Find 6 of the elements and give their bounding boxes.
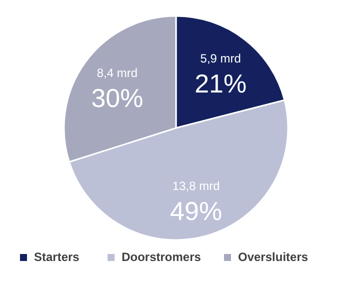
legend-label: Oversluiters xyxy=(238,250,308,264)
legend-label: Doorstromers xyxy=(122,250,202,264)
data-label: 13,8 mrd 49% xyxy=(170,178,222,226)
legend-label: Starters xyxy=(34,250,80,264)
data-label: 5,9 mrd 21% xyxy=(194,51,247,98)
data-label: 8,4 mrd 30% xyxy=(91,66,144,114)
